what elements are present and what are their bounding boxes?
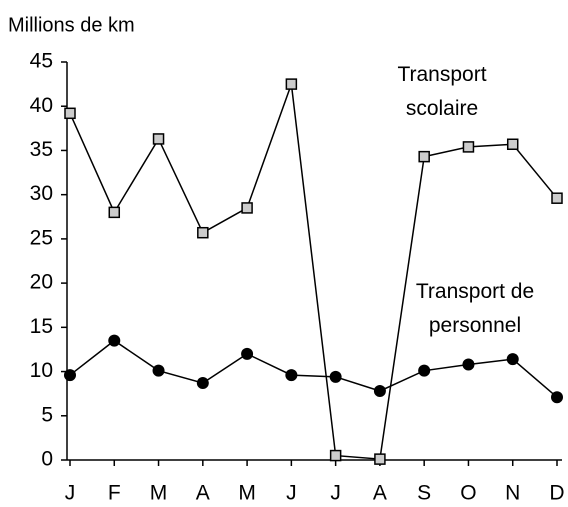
point xyxy=(462,141,475,153)
point xyxy=(374,453,386,465)
y-tick-label: 20 xyxy=(30,271,53,294)
point xyxy=(373,385,386,398)
series-label: Transport de personnel xyxy=(415,280,535,337)
x-tick-label: O xyxy=(460,482,476,505)
x-tick-label: D xyxy=(549,482,564,505)
x-tick-label: J xyxy=(330,482,341,505)
x-tick-label: J xyxy=(286,482,297,505)
point xyxy=(551,192,563,204)
point xyxy=(152,133,165,145)
point xyxy=(241,202,253,214)
point xyxy=(418,364,431,377)
series-line xyxy=(69,339,558,398)
point xyxy=(285,78,298,90)
y-tick-label: 0 xyxy=(41,448,53,471)
point xyxy=(108,334,121,347)
y-tick-label: 30 xyxy=(30,182,53,205)
point xyxy=(418,150,430,163)
point xyxy=(506,138,519,151)
point xyxy=(197,226,209,239)
x-tick-label: S xyxy=(417,482,431,505)
x-tick-label: M xyxy=(150,482,168,505)
y-tick-label: 25 xyxy=(30,226,53,249)
series-label: Transport scolaire xyxy=(397,63,487,120)
y-tick-label: 35 xyxy=(30,138,53,161)
x-tick-label: F xyxy=(108,482,121,505)
y-tick-label: 10 xyxy=(30,359,53,382)
x-tick-label: A xyxy=(196,482,210,505)
point xyxy=(108,206,121,219)
x-tick-label: M xyxy=(238,482,256,505)
y-tick-label: 45 xyxy=(30,50,53,73)
y-tick-label: 40 xyxy=(30,94,53,117)
y-tick-label: 5 xyxy=(41,403,53,426)
point xyxy=(241,347,254,360)
point xyxy=(506,353,519,366)
point xyxy=(64,107,76,120)
point xyxy=(329,449,342,462)
x-tick-label: A xyxy=(373,482,387,505)
y-tick-label: 15 xyxy=(30,315,53,338)
x-tick-label: N xyxy=(505,482,520,505)
series-line xyxy=(69,83,558,460)
point xyxy=(551,391,563,404)
point xyxy=(64,369,76,382)
point xyxy=(462,358,475,371)
axis-label: Millions de km xyxy=(8,14,135,36)
point xyxy=(196,377,209,390)
point xyxy=(285,369,298,382)
point xyxy=(152,364,165,377)
point xyxy=(329,370,342,383)
x-tick-label: J xyxy=(65,482,76,505)
